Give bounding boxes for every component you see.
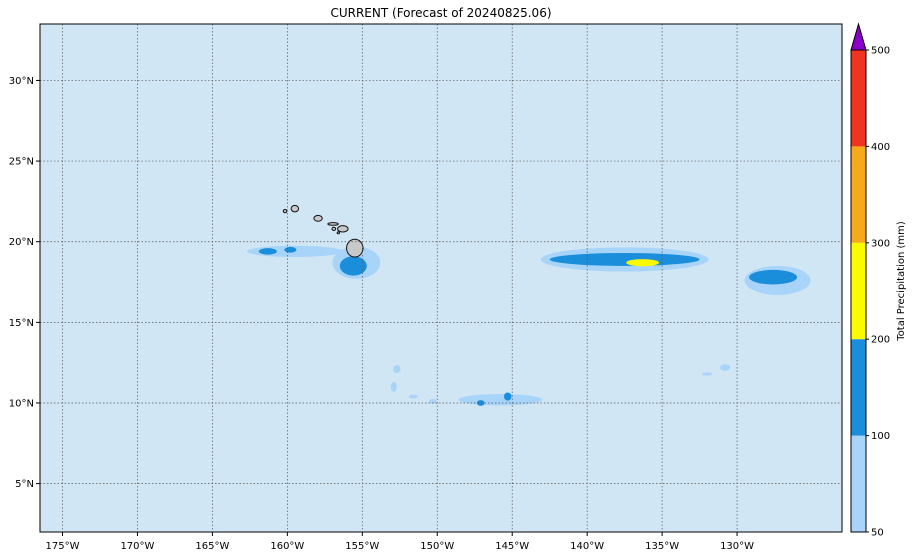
colorbar-segment [851,146,866,243]
precip-area-south-swath-halo [458,394,543,406]
latitude-axis: 5°N 10°N 15°N 20°N 25°N 30°N [9,76,40,490]
precip-area-far-east-core [749,269,798,285]
precip-area-hawaii-west-core-a [258,248,277,255]
colorbar: 50 100 200 300 400 500 Total Precipitation (mm… [850,22,907,539]
colorbar-extend-triangle [850,22,867,51]
colorbar-outline [850,49,867,533]
lon-tick-label: 165°W [195,541,229,552]
map-title: CURRENT (Forecast of 20240825.06) [330,6,552,20]
colorbar-segment [851,435,866,532]
lon-tick-label: 135°W [645,541,679,552]
precip-area-big-island-core [339,256,367,276]
lon-tick-label: 175°W [45,541,79,552]
gridlines [40,24,842,532]
colorbar-tick-label: 300 [871,238,890,249]
lon-tick-label: 155°W [345,541,379,552]
lon-tick-label: 160°W [270,541,304,552]
precip-area-small-cell-c [429,398,437,404]
colorbar-segment [851,339,866,436]
island-big-island [346,238,364,258]
precip-area-hawaii-west-core-b [284,246,297,253]
colorbar-title: Total Precipitation (mm) [896,221,907,342]
island-lanai [331,226,337,231]
precip-area-small-cell-a [393,365,401,374]
colorbar-tick-label: 400 [871,142,890,153]
lat-tick-label: 15°N [9,318,34,329]
ocean-background [40,24,842,532]
lat-tick-label: 25°N [9,157,34,168]
island-molokai [327,222,339,226]
colorbar-tick-label: 100 [871,431,890,442]
longitude-axis: 175°W 170°W 165°W 160°W 155°W 150°W 145°W 140°W… [45,532,754,552]
lon-tick-label: 170°W [120,541,154,552]
precip-area-south-swath-core-a [503,392,512,401]
island-maui [337,225,349,233]
precip-area-south-swath-core-b [476,400,485,406]
colorbar-tick-label: 50 [871,528,884,539]
island-layer [282,204,364,258]
lat-tick-label: 30°N [9,76,34,87]
map-plot-area[interactable] [39,23,843,533]
precip-area-small-cell-d [408,394,418,399]
colorbar-segment [851,242,866,340]
island-kahoolawe [336,231,341,235]
lat-tick-label: 10°N [9,398,34,409]
precip-area-small-cell-b [390,382,397,392]
colorbar-segment [851,50,866,147]
precip-area-small-cell-f [701,372,713,376]
lon-tick-label: 145°W [495,541,529,552]
precip-area-east-swath-core [549,253,700,266]
lat-tick-label: 20°N [9,237,34,248]
island-oahu [313,214,323,222]
colorbar-tick-label: 200 [871,335,890,346]
precip-area-east-swath-peak [626,259,660,267]
lon-tick-label: 140°W [570,541,604,552]
precip-area-small-cell-e [719,364,731,371]
island-kauai [290,204,300,213]
map-frame [39,23,843,533]
lon-tick-label: 130°W [720,541,754,552]
lat-tick-label: 5°N [15,479,34,490]
lon-tick-label: 150°W [420,541,454,552]
colorbar-tick-label: 500 [871,46,890,57]
island-niihau [282,208,288,214]
